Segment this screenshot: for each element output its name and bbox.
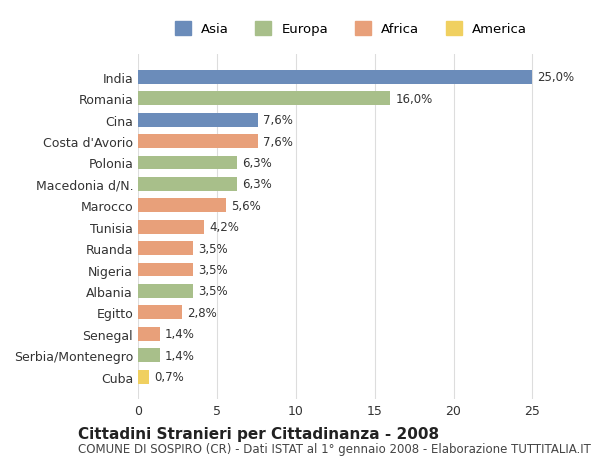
Bar <box>138 71 532 84</box>
Text: 7,6%: 7,6% <box>263 135 293 148</box>
Bar <box>138 241 193 256</box>
Bar <box>138 92 391 106</box>
Text: 3,5%: 3,5% <box>198 285 227 298</box>
Text: COMUNE DI SOSPIRO (CR) - Dati ISTAT al 1° gennaio 2008 - Elaborazione TUTTITALIA: COMUNE DI SOSPIRO (CR) - Dati ISTAT al 1… <box>78 442 591 455</box>
Text: 16,0%: 16,0% <box>395 93 433 106</box>
Bar <box>138 263 193 277</box>
Bar <box>138 284 193 298</box>
Bar <box>138 178 238 191</box>
Text: 2,8%: 2,8% <box>187 306 217 319</box>
Text: 1,4%: 1,4% <box>165 328 194 341</box>
Bar <box>138 370 149 384</box>
Bar <box>138 113 258 127</box>
Text: 5,6%: 5,6% <box>231 199 261 213</box>
Text: 25,0%: 25,0% <box>537 71 574 84</box>
Text: 4,2%: 4,2% <box>209 221 239 234</box>
Text: 6,3%: 6,3% <box>242 178 272 191</box>
Text: 1,4%: 1,4% <box>165 349 194 362</box>
Text: 3,5%: 3,5% <box>198 242 227 255</box>
Legend: Asia, Europa, Africa, America: Asia, Europa, Africa, America <box>169 17 533 42</box>
Bar <box>138 220 204 234</box>
Text: 7,6%: 7,6% <box>263 114 293 127</box>
Bar <box>138 327 160 341</box>
Text: 3,5%: 3,5% <box>198 263 227 276</box>
Bar <box>138 156 238 170</box>
Bar <box>138 348 160 362</box>
Bar <box>138 199 226 213</box>
Text: 6,3%: 6,3% <box>242 157 272 170</box>
Bar <box>138 306 182 319</box>
Text: Cittadini Stranieri per Cittadinanza - 2008: Cittadini Stranieri per Cittadinanza - 2… <box>78 426 439 442</box>
Bar <box>138 135 258 149</box>
Text: 0,7%: 0,7% <box>154 370 184 383</box>
